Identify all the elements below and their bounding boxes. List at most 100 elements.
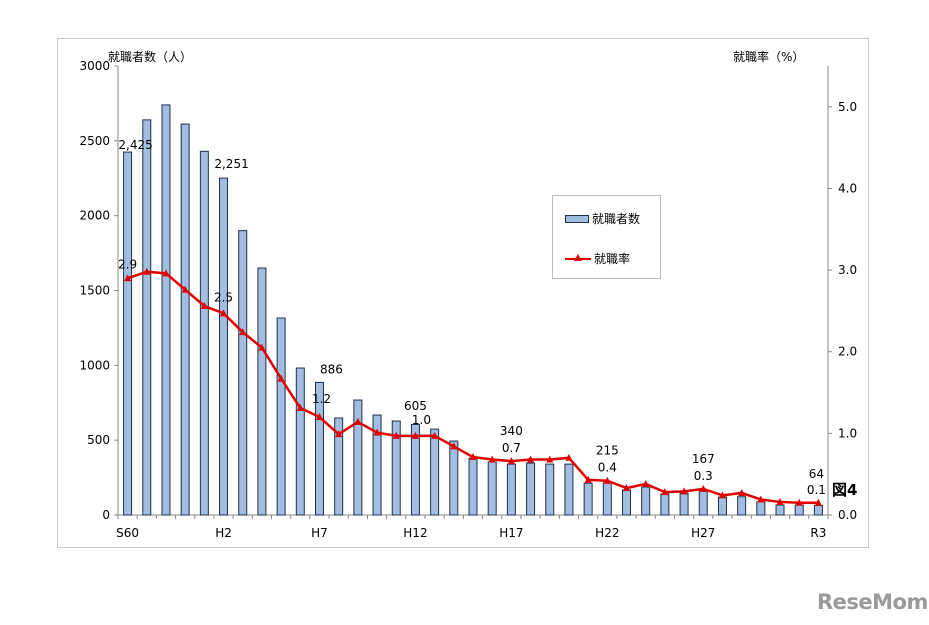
bar [583,482,593,516]
left-tick-label: 1000 [79,358,110,372]
left-tick-label: 3000 [79,59,110,73]
rate-marker [296,404,304,412]
legend-line-label: 就職率 [594,252,631,266]
rate-marker [546,455,554,463]
legend-bar-label: 就職者数 [592,212,641,226]
bar [679,492,689,516]
bar [334,417,344,516]
bar-data-label: 886 [320,362,343,376]
right-tick-label: 3.0 [838,263,857,277]
rate-marker [335,430,343,438]
rate-marker [661,488,669,496]
rate-marker [124,274,132,282]
bar-data-label: 605 [404,399,427,413]
x-tick-label: H7 [311,526,328,540]
bar [391,420,401,516]
rate-marker [776,497,784,505]
x-tick-label: H17 [499,526,523,540]
bar [775,504,785,516]
rate-marker [642,479,650,487]
bar [353,399,363,516]
rate-marker [738,488,746,496]
bar [756,501,766,516]
bar [257,267,267,516]
bar [142,119,152,516]
rate-marker [757,495,765,503]
rate-marker [623,484,631,492]
x-tick-label: S60 [116,526,139,540]
rate-marker [431,431,439,439]
rate-marker [680,487,688,495]
bar [717,496,727,516]
right-tick-label: 1.0 [838,426,857,440]
rate-marker [411,431,419,439]
bar [199,150,209,516]
left-tick-label: 1500 [79,284,110,298]
bar [314,381,324,516]
rate-marker [354,417,362,425]
bar-data-label: 215 [596,444,619,458]
bar [410,423,420,516]
x-tick-label: H22 [595,526,619,540]
bar [506,463,516,516]
right-tick-label: 0.0 [838,508,857,522]
x-tick-label: H27 [691,526,715,540]
rate-marker [315,413,323,421]
bar [794,504,804,516]
bar [622,489,632,516]
rate-marker [565,453,573,461]
rate-marker [143,267,151,275]
rate-marker [450,442,458,450]
line-data-label: 0.7 [502,441,521,455]
rate-marker [162,269,170,277]
bar [813,504,823,516]
line-data-label: 1.0 [412,413,431,427]
bar [276,317,286,516]
rate-marker [814,498,822,506]
watermark-logo: ReseMom [817,590,928,614]
line-data-label: 0.3 [694,469,713,483]
legend-bar-swatch [565,214,589,223]
bar [468,457,478,516]
bar [564,463,574,516]
bar [449,440,459,516]
bar [737,496,747,516]
left-axis-title: 就職者数（人） [108,49,192,64]
right-axis-title: 就職率（%） [733,49,804,64]
rate-marker [795,498,803,506]
line-data-label: 0.1 [807,483,826,497]
rate-marker [507,457,515,465]
bar [123,151,133,516]
bar [602,482,612,516]
rate-marker [488,455,496,463]
left-tick-label: 2500 [79,134,110,148]
bar [372,414,382,516]
left-tick-label: 500 [87,433,110,447]
x-tick-label: R3 [810,526,826,540]
chart-frame [57,38,869,548]
rate-marker [258,343,266,351]
bar [161,104,171,516]
rate-marker [239,328,247,336]
legend: 就職者数 就職率 [552,195,661,279]
bar [180,123,190,516]
rate-marker [527,455,535,463]
bar [526,462,536,516]
rate-marker [469,453,477,461]
right-tick-label: 4.0 [838,181,857,195]
line-data-label: 2.5 [214,290,233,304]
bar-data-label: 340 [500,424,523,438]
left-tick-label: 2000 [79,209,110,223]
rate-marker [277,374,285,382]
bar [641,486,651,516]
left-tick-label: 0 [102,508,110,522]
bar-data-label: 2,425 [118,138,152,152]
rate-marker [392,431,400,439]
x-tick-label: H2 [215,526,232,540]
right-tick-label: 2.0 [838,345,857,359]
line-data-label: 1.2 [312,392,331,406]
legend-line-swatch [565,253,591,261]
rate-marker [220,309,228,317]
bar [487,461,497,516]
